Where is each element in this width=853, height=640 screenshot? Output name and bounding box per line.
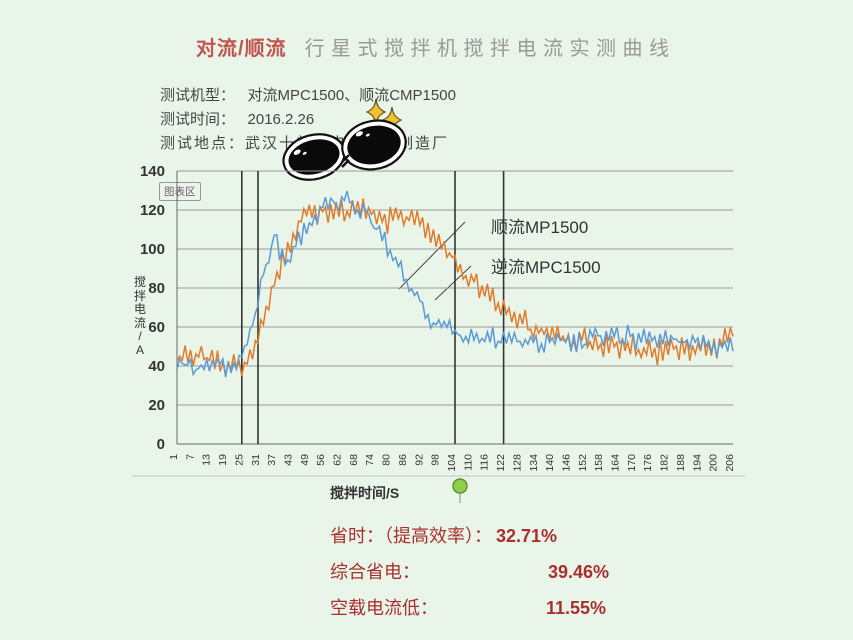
svg-text:158: 158 (593, 454, 605, 472)
svg-text:1: 1 (168, 454, 180, 460)
svg-text:188: 188 (675, 454, 687, 472)
svg-text:31: 31 (250, 454, 262, 466)
svg-text:140: 140 (140, 163, 165, 180)
svg-text:176: 176 (642, 454, 654, 472)
svg-text:164: 164 (610, 454, 622, 472)
svg-text:122: 122 (495, 454, 507, 472)
svg-text:49: 49 (299, 454, 311, 466)
svg-text:43: 43 (283, 454, 295, 466)
svg-text:206: 206 (724, 454, 736, 472)
svg-text:25: 25 (233, 454, 245, 466)
svg-text:134: 134 (528, 454, 540, 472)
svg-text:86: 86 (397, 454, 409, 466)
svg-text:80: 80 (381, 454, 393, 466)
svg-text:19: 19 (217, 454, 229, 466)
svg-text:100: 100 (140, 241, 165, 258)
svg-text:37: 37 (266, 454, 278, 466)
svg-text:0: 0 (157, 436, 165, 453)
svg-text:20: 20 (148, 397, 165, 414)
svg-text:74: 74 (364, 454, 376, 466)
svg-text:170: 170 (626, 454, 638, 472)
svg-text:62: 62 (332, 454, 344, 466)
svg-text:120: 120 (140, 202, 165, 219)
svg-text:56: 56 (315, 454, 327, 466)
svg-text:146: 146 (561, 454, 573, 472)
svg-text:80: 80 (148, 280, 165, 297)
svg-text:13: 13 (201, 454, 213, 466)
svg-text:140: 140 (544, 454, 556, 472)
svg-text:116: 116 (479, 454, 491, 471)
svg-text:152: 152 (577, 454, 589, 472)
svg-text:68: 68 (348, 454, 360, 466)
svg-text:104: 104 (446, 454, 458, 472)
svg-text:40: 40 (148, 358, 165, 375)
svg-text:110: 110 (462, 454, 474, 471)
svg-text:128: 128 (511, 454, 523, 472)
svg-text:92: 92 (413, 454, 425, 466)
svg-text:7: 7 (184, 454, 196, 460)
svg-text:182: 182 (659, 454, 671, 472)
svg-text:200: 200 (708, 454, 720, 472)
svg-text:60: 60 (148, 319, 165, 336)
svg-text:194: 194 (691, 454, 703, 472)
svg-text:98: 98 (430, 454, 442, 466)
